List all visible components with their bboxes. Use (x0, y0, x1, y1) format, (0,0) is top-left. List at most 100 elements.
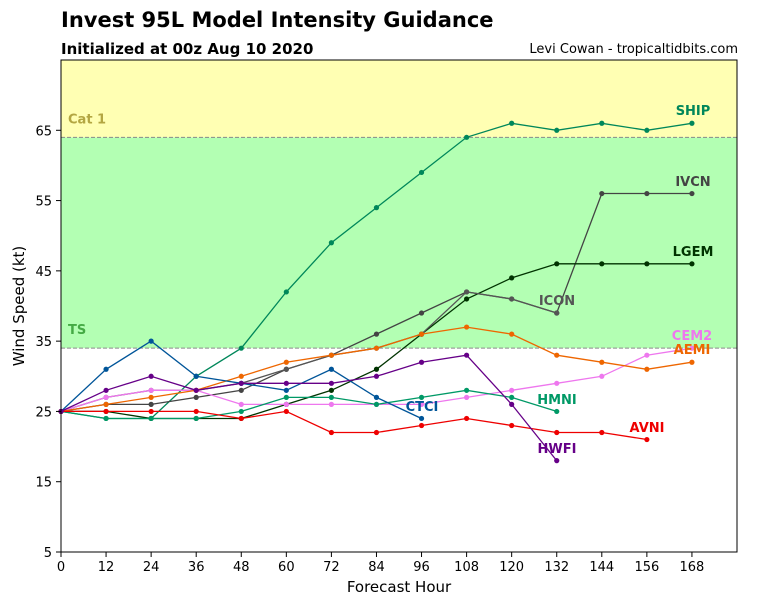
data-point-ivcn (193, 394, 199, 400)
data-point-hwfi (148, 373, 154, 379)
y-tick-label: 5 (44, 546, 52, 561)
data-point-avni (373, 429, 380, 436)
x-tick-label: 12 (98, 560, 115, 575)
data-point-avni (509, 422, 515, 429)
data-point-lgem (554, 261, 560, 267)
data-point-lgem (464, 296, 470, 302)
data-point-cem2 (103, 394, 109, 400)
data-point-ctci (283, 387, 289, 393)
y-tick-label: 65 (35, 124, 52, 139)
y-tick-label: 55 (35, 195, 52, 210)
data-point-aemi (103, 401, 109, 407)
data-point-ctci (148, 338, 154, 344)
data-point-ivcn (689, 190, 695, 197)
data-point-ivcn (599, 190, 605, 197)
chart-credit: Levi Cowan - tropicaltidbits.com (529, 42, 738, 57)
data-point-ship (509, 120, 515, 126)
band-label-ts: TS (68, 323, 86, 338)
data-point-hwfi (193, 387, 199, 393)
data-point-icon (554, 310, 560, 316)
series-name-ctci: CTCI (406, 400, 439, 415)
data-point-hwfi (554, 458, 560, 464)
x-tick-label: 36 (188, 560, 205, 575)
data-point-hwfi (373, 373, 380, 379)
data-point-cem2 (509, 387, 515, 393)
data-point-ctci (103, 366, 109, 372)
data-point-avni (464, 415, 470, 422)
data-point-aemi (689, 359, 695, 365)
data-point-hmni (464, 387, 470, 393)
y-tick-label: 45 (35, 265, 52, 280)
plot-frame (60, 59, 738, 553)
x-tick-label: 96 (413, 560, 430, 575)
x-tick-label: 120 (499, 560, 524, 575)
data-point-aemi (509, 331, 515, 337)
series-name-icon: ICON (539, 294, 575, 309)
x-tick-label: 168 (680, 560, 705, 575)
data-point-hmni (418, 394, 425, 400)
data-point-cem2 (328, 401, 334, 407)
x-tick-label: 72 (323, 560, 340, 575)
data-point-ship (418, 169, 425, 176)
category-band-labels: TS Cat 1 (68, 112, 106, 338)
data-point-lgem (644, 261, 650, 267)
data-point-ship (464, 134, 470, 140)
data-point-ctci (328, 366, 334, 372)
data-point-cem2 (464, 394, 470, 400)
data-point-avni (283, 408, 289, 415)
data-point-hmni (283, 394, 289, 400)
data-point-hwfi (509, 401, 515, 407)
data-point-ctci (193, 373, 199, 379)
x-tick-label: 24 (143, 560, 160, 575)
data-point-hmni (509, 394, 515, 400)
data-point-hmni (554, 408, 560, 415)
data-point-ivcn (644, 190, 650, 197)
data-point-aemi (373, 345, 380, 351)
data-point-ivcn (148, 401, 154, 407)
data-point-ship (373, 205, 380, 211)
data-point-icon (464, 289, 470, 295)
data-point-ship (554, 127, 560, 133)
data-point-lgem (599, 261, 605, 267)
data-point-lgem (328, 387, 334, 393)
data-point-ship (328, 240, 334, 246)
data-point-ship (644, 127, 650, 133)
data-point-hwfi (238, 380, 244, 386)
data-point-avni (418, 422, 425, 429)
data-point-hmni (103, 415, 109, 422)
series-name-lgem: LGEM (673, 245, 714, 260)
data-point-avni (148, 408, 154, 415)
category-bands (61, 60, 737, 349)
x-tick-label: 48 (233, 560, 250, 575)
data-point-lgem (509, 275, 515, 281)
data-point-hwfi (283, 380, 289, 386)
series-name-ivcn: IVCN (675, 175, 710, 190)
series-line-hwfi (60, 354, 558, 462)
data-point-avni (328, 429, 334, 436)
data-point-ship (238, 345, 244, 351)
series-lines (58, 120, 695, 464)
data-point-hwfi (103, 387, 109, 393)
series-line-avni (61, 410, 647, 441)
x-tick-label: 84 (368, 560, 385, 575)
series-ctci (58, 338, 425, 422)
data-point-avni (644, 436, 650, 443)
data-point-ivcn (373, 331, 380, 337)
data-point-aemi (464, 324, 470, 330)
y-tick-label: 15 (35, 476, 52, 491)
data-point-hmni (193, 415, 199, 422)
series-avni (58, 408, 650, 443)
data-point-icon (283, 366, 289, 372)
series-line-hmni (60, 389, 557, 420)
series-name-aemi: AEMI (674, 343, 711, 358)
data-point-ship (599, 120, 605, 126)
series-name-hmni: HMNI (537, 393, 577, 408)
data-point-hwfi (328, 380, 334, 386)
data-point-ship (283, 289, 289, 295)
x-tick-label: 60 (278, 560, 295, 575)
x-tick-label: 0 (57, 560, 65, 575)
x-axis-ticks: 0 12 24 36 48 60 72 84 96 108 120 132 144 156 168 (57, 552, 704, 575)
data-point-avni (554, 429, 560, 436)
